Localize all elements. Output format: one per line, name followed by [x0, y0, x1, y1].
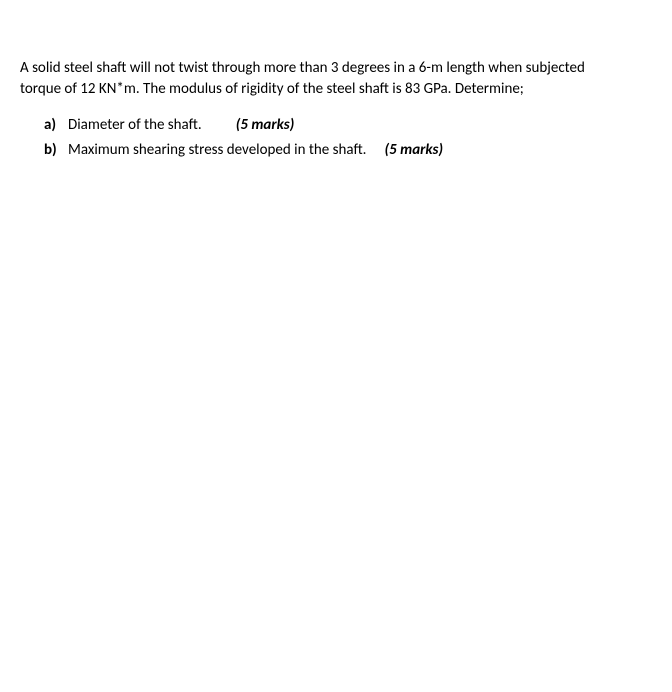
question-b-letter: b) [44, 139, 68, 162]
question-a-marks: (5 marks) [236, 116, 295, 134]
question-list: a) Diameter of the shaft.(5 marks) b) Ma… [20, 114, 652, 161]
question-a-text: Diameter of the shaft.(5 marks) [68, 114, 652, 137]
question-b-marks: (5 marks) [384, 141, 443, 159]
problem-statement: A solid steel shaft will not twist throu… [20, 58, 652, 100]
intro-line-2: torque of 12 KN*m. The modulus of rigidi… [20, 80, 524, 98]
question-a: a) Diameter of the shaft.(5 marks) [44, 114, 652, 137]
question-b-text: Maximum shearing stress developed in the… [68, 139, 652, 162]
question-a-letter: a) [44, 114, 68, 137]
question-b: b) Maximum shearing stress developed in … [44, 139, 652, 162]
intro-line-1: A solid steel shaft will not twist throu… [20, 59, 585, 77]
